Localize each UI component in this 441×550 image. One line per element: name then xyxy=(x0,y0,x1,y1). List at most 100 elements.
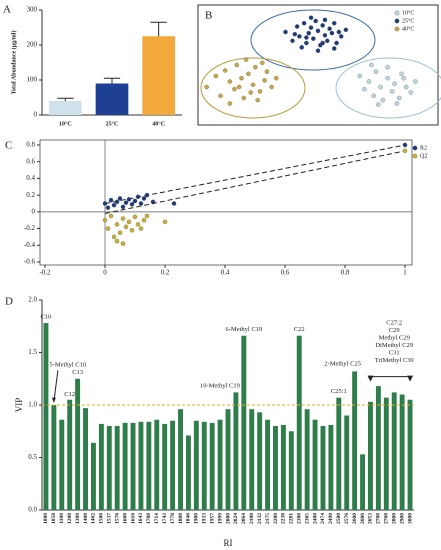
point xyxy=(253,64,258,70)
bar xyxy=(43,323,49,510)
point xyxy=(301,20,307,26)
point xyxy=(290,38,295,44)
x-tick-label: 1743 xyxy=(162,513,168,524)
bar xyxy=(83,408,88,510)
x-tick-label: 1800 xyxy=(178,513,184,524)
bar xyxy=(114,426,120,510)
point xyxy=(362,86,367,92)
point xyxy=(273,75,279,81)
point xyxy=(123,224,129,230)
point xyxy=(218,93,223,99)
point xyxy=(222,68,228,73)
point xyxy=(129,227,135,233)
point xyxy=(322,33,328,38)
arrow-head xyxy=(407,375,414,382)
x-tick-label: 1100 xyxy=(59,513,65,524)
bar xyxy=(193,420,199,510)
bar xyxy=(185,435,191,510)
point xyxy=(413,79,418,84)
point xyxy=(369,62,374,68)
point xyxy=(120,241,126,246)
bar xyxy=(162,423,168,510)
bar xyxy=(344,415,350,510)
legend-swatch xyxy=(394,10,400,16)
legend-swatch xyxy=(394,26,400,32)
point xyxy=(120,204,126,210)
x-tick-label: 1600 xyxy=(122,513,128,524)
legend-swatch xyxy=(412,145,418,151)
bar xyxy=(304,409,310,510)
bar xyxy=(178,409,183,510)
x-tick-label: 0 xyxy=(103,269,107,277)
legend-label: 40°C xyxy=(402,25,414,32)
legend-label: 25°C xyxy=(402,17,414,24)
bar xyxy=(249,409,255,510)
point xyxy=(262,78,267,83)
bar xyxy=(201,421,207,510)
point xyxy=(144,213,150,219)
x-tick-label: 1537 xyxy=(107,513,113,524)
point xyxy=(141,196,147,201)
point xyxy=(243,57,249,62)
x-tick-label: 1462 xyxy=(91,513,97,524)
point xyxy=(385,75,390,81)
point xyxy=(331,46,337,51)
y-tick-label: 0 xyxy=(34,111,38,119)
annotation: C13 xyxy=(72,369,83,376)
annotation: Methyl C29 xyxy=(379,335,410,342)
point xyxy=(304,35,309,40)
point xyxy=(114,238,120,244)
point xyxy=(239,75,244,81)
x-tick-label: 2900 xyxy=(399,513,405,524)
point xyxy=(399,71,404,77)
point xyxy=(299,45,305,50)
y-tick-label: 0.5 xyxy=(28,453,37,461)
bar xyxy=(59,419,65,510)
point xyxy=(402,142,408,148)
x-tick-label: 1778 xyxy=(170,513,176,524)
point xyxy=(392,81,397,86)
point xyxy=(322,17,328,23)
point xyxy=(315,28,321,34)
point xyxy=(246,71,251,77)
bar xyxy=(391,392,397,510)
point xyxy=(105,226,111,231)
point xyxy=(389,89,395,94)
legend-label: 10°C xyxy=(402,9,414,16)
y-tick-label: 0.6 xyxy=(26,157,35,165)
y-tick-label: 0.2 xyxy=(26,191,35,199)
x-tick-label: 2800 xyxy=(391,513,397,524)
point xyxy=(123,200,129,205)
x-tick-label: 1576 xyxy=(114,513,120,524)
bar xyxy=(407,399,413,510)
trend-line xyxy=(104,150,406,215)
bar xyxy=(138,421,144,510)
point xyxy=(135,194,141,200)
x-tick-label: 2200 xyxy=(273,513,279,524)
point xyxy=(320,40,325,46)
annotation: C31 xyxy=(389,350,400,357)
annotation: C25:1 xyxy=(331,388,347,395)
bar xyxy=(130,422,136,510)
point xyxy=(126,219,132,225)
point xyxy=(315,48,321,53)
x-tick-label: 2024 xyxy=(233,513,239,524)
point xyxy=(227,101,233,106)
x-tick-label: 0.2 xyxy=(161,269,170,277)
y-tick-label: 100 xyxy=(27,76,38,84)
x-tick-label: 2365 xyxy=(304,513,310,524)
x-tick-label: 1999 xyxy=(217,513,223,524)
bar xyxy=(288,431,294,510)
annotation: 10-Methyl C19 xyxy=(200,383,240,390)
cluster-ellipse xyxy=(250,9,376,71)
x-tick-label: 2000 xyxy=(225,513,231,524)
bar xyxy=(265,419,271,510)
bar xyxy=(49,101,82,115)
point xyxy=(334,40,339,46)
x-tick-label: 1500 xyxy=(99,513,105,524)
point xyxy=(117,230,123,235)
x-tick-label: 2281 xyxy=(289,513,295,524)
trend-line xyxy=(104,144,406,204)
x-tick-label: 25°C xyxy=(106,120,119,127)
x-tick-label: 2576 xyxy=(344,513,350,524)
